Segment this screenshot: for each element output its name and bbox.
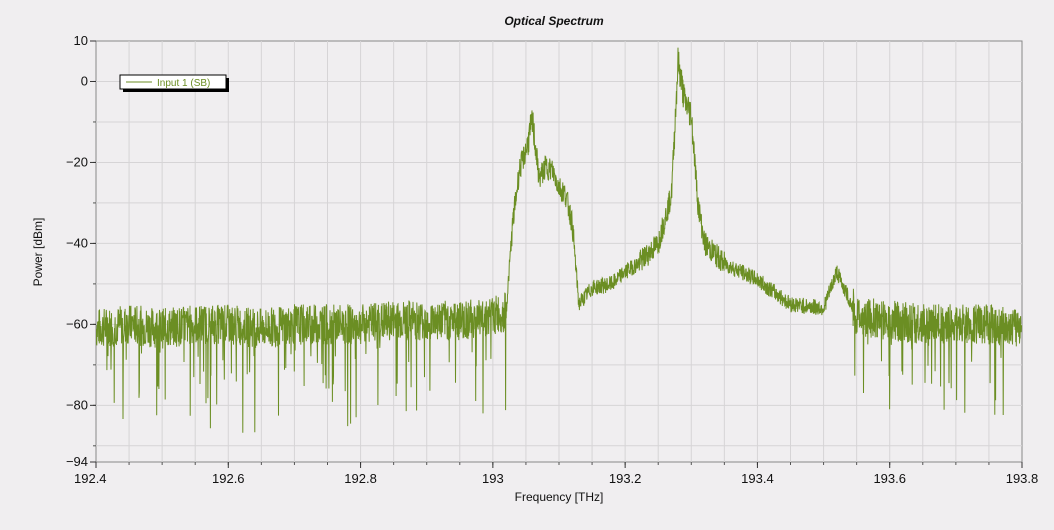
x-tick-label: 192.8 [344,471,377,486]
legend-entry-label: Input 1 (SB) [157,78,210,89]
y-tick-label: −94 [66,454,88,469]
x-tick-label: 193.6 [873,471,906,486]
y-tick-label: −40 [66,235,88,250]
y-tick-label: −20 [66,154,88,169]
x-tick-label: 193 [482,471,504,486]
x-tick-label: 192.4 [74,471,107,486]
y-tick-label: 10 [74,33,88,48]
y-tick-label: 0 [81,73,88,88]
chart-title: Optical Spectrum [504,14,604,28]
x-tick-label: 193.8 [1006,471,1039,486]
x-axis-label: Frequency [THz] [515,490,604,504]
y-tick-label: −60 [66,316,88,331]
y-axis-label: Power [dBm] [31,218,45,287]
x-axis-ticks: 192.4 192.6 192.8 193 193.2 193.4 193.6 193.8 [74,462,1038,486]
x-tick-label: 192.6 [212,471,245,486]
legend: Input 1 (SB) [119,74,229,92]
y-axis-ticks: 10 0 −20 −40 −60 −80 −94 [66,33,96,469]
grid-lines [96,41,1022,462]
series-layer [96,47,1022,433]
y-tick-label: −80 [66,397,88,412]
x-tick-label: 193.2 [609,471,642,486]
series-line-input-1 [96,47,1022,433]
x-tick-label: 193.4 [741,471,774,486]
